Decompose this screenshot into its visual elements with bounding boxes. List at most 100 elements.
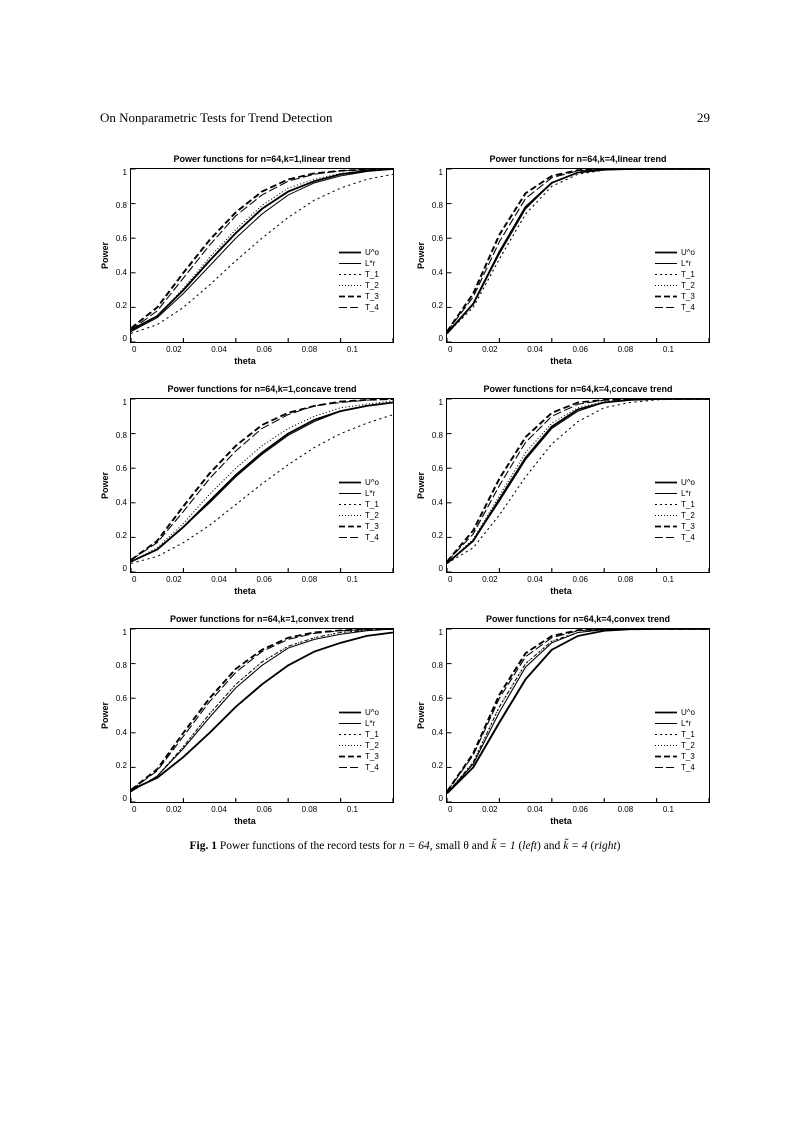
- legend-swatch: [655, 281, 677, 290]
- plot-box: U^oL*rT_1T_2T_3T_4: [130, 398, 394, 573]
- legend-swatch: [655, 730, 677, 739]
- legend-swatch: [655, 708, 677, 717]
- x-tick: 0.06: [256, 575, 272, 584]
- plot-wrap: Power00.20.40.60.81U^oL*rT_1T_2T_3T_4: [416, 398, 710, 573]
- x-tick: 0.08: [618, 345, 634, 354]
- y-axis-label: Power: [100, 168, 112, 343]
- legend-row: L*r: [339, 258, 379, 269]
- legend-row: T_3: [655, 291, 695, 302]
- legend-swatch: [655, 522, 677, 531]
- legend-row: L*r: [655, 258, 695, 269]
- y-tick: 1: [428, 398, 443, 407]
- legend-swatch: [655, 741, 677, 750]
- plot-box: U^oL*rT_1T_2T_3T_4: [446, 168, 710, 343]
- y-tick: 0.6: [428, 694, 443, 703]
- x-tick: 0: [448, 575, 452, 584]
- y-tick: 0.4: [428, 728, 443, 737]
- legend-label: U^o: [365, 707, 379, 718]
- legend-label: T_4: [681, 302, 695, 313]
- legend-label: T_1: [365, 729, 379, 740]
- legend-swatch: [339, 292, 361, 301]
- legend-row: T_3: [655, 521, 695, 532]
- legend-label: T_2: [681, 510, 695, 521]
- legend-row: L*r: [655, 718, 695, 729]
- legend-label: T_1: [681, 269, 695, 280]
- legend-row: U^o: [339, 707, 379, 718]
- x-tick: 0.04: [527, 345, 543, 354]
- legend-swatch: [655, 270, 677, 279]
- legend-row: T_1: [655, 499, 695, 510]
- plot-wrap: Power00.20.40.60.81U^oL*rT_1T_2T_3T_4: [416, 628, 710, 803]
- y-tick: 0.8: [112, 661, 127, 670]
- legend-swatch: [655, 533, 677, 542]
- x-tick: 0.1: [663, 345, 674, 354]
- x-ticks: 00.020.040.060.080.1: [130, 805, 360, 814]
- legend-row: T_2: [655, 280, 695, 291]
- legend-swatch: [339, 259, 361, 268]
- legend-label: L*r: [681, 488, 691, 499]
- y-tick: 0.2: [112, 531, 127, 540]
- legend-swatch: [339, 270, 361, 279]
- plot-box: U^oL*rT_1T_2T_3T_4: [446, 398, 710, 573]
- legend-label: T_2: [365, 280, 379, 291]
- y-ticks: 00.20.40.60.81: [428, 628, 446, 803]
- y-tick: 0.2: [428, 301, 443, 310]
- plot-wrap: Power00.20.40.60.81U^oL*rT_1T_2T_3T_4: [100, 628, 394, 803]
- legend-swatch: [339, 752, 361, 761]
- legend-swatch: [655, 248, 677, 257]
- x-axis-label: theta: [130, 816, 360, 826]
- x-axis-label: theta: [446, 356, 676, 366]
- legend-row: T_4: [655, 762, 695, 773]
- legend-label: U^o: [365, 247, 379, 258]
- panel-title: Power functions for n=64,k=1,convex tren…: [130, 614, 394, 624]
- x-tick: 0.08: [302, 575, 318, 584]
- legend-swatch: [655, 763, 677, 772]
- y-tick: 0.8: [112, 201, 127, 210]
- x-tick: 0.08: [302, 805, 318, 814]
- y-tick: 0: [428, 564, 443, 573]
- legend-swatch: [339, 522, 361, 531]
- x-tick: 0.08: [618, 575, 634, 584]
- legend-row: U^o: [655, 477, 695, 488]
- legend-swatch: [339, 763, 361, 772]
- legend-row: U^o: [339, 477, 379, 488]
- plot-box: U^oL*rT_1T_2T_3T_4: [130, 168, 394, 343]
- legend-label: T_4: [365, 532, 379, 543]
- x-axis-label: theta: [446, 816, 676, 826]
- panel-title: Power functions for n=64,k=1,linear tren…: [130, 154, 394, 164]
- legend-label: T_4: [681, 762, 695, 773]
- legend-row: T_4: [339, 762, 379, 773]
- y-tick: 0.2: [428, 761, 443, 770]
- legend: U^oL*rT_1T_2T_3T_4: [655, 477, 695, 543]
- legend-row: T_1: [655, 269, 695, 280]
- panel-3: Power functions for n=64,k=4,concave tre…: [416, 384, 710, 596]
- legend-swatch: [339, 741, 361, 750]
- y-tick: 1: [112, 168, 127, 177]
- legend-row: T_2: [339, 510, 379, 521]
- legend-label: T_4: [365, 762, 379, 773]
- legend-label: U^o: [681, 247, 695, 258]
- legend-swatch: [339, 489, 361, 498]
- legend-row: T_3: [339, 751, 379, 762]
- y-tick: 0.4: [428, 268, 443, 277]
- legend-swatch: [339, 511, 361, 520]
- legend-row: T_3: [655, 751, 695, 762]
- legend-label: T_2: [365, 740, 379, 751]
- panel-0: Power functions for n=64,k=1,linear tren…: [100, 154, 394, 366]
- legend-label: U^o: [365, 477, 379, 488]
- x-axis-label: theta: [446, 586, 676, 596]
- x-tick: 0.1: [347, 345, 358, 354]
- legend-swatch: [339, 478, 361, 487]
- y-tick: 0.2: [112, 761, 127, 770]
- x-tick: 0: [132, 805, 136, 814]
- page-number: 29: [697, 110, 710, 126]
- x-tick: 0.02: [166, 805, 182, 814]
- legend: U^oL*rT_1T_2T_3T_4: [655, 247, 695, 313]
- x-ticks: 00.020.040.060.080.1: [130, 575, 360, 584]
- x-tick: 0.04: [527, 575, 543, 584]
- y-ticks: 00.20.40.60.81: [112, 168, 130, 343]
- x-tick: 0.06: [572, 345, 588, 354]
- x-tick: 0.02: [166, 575, 182, 584]
- legend-swatch: [339, 500, 361, 509]
- legend-row: T_2: [339, 280, 379, 291]
